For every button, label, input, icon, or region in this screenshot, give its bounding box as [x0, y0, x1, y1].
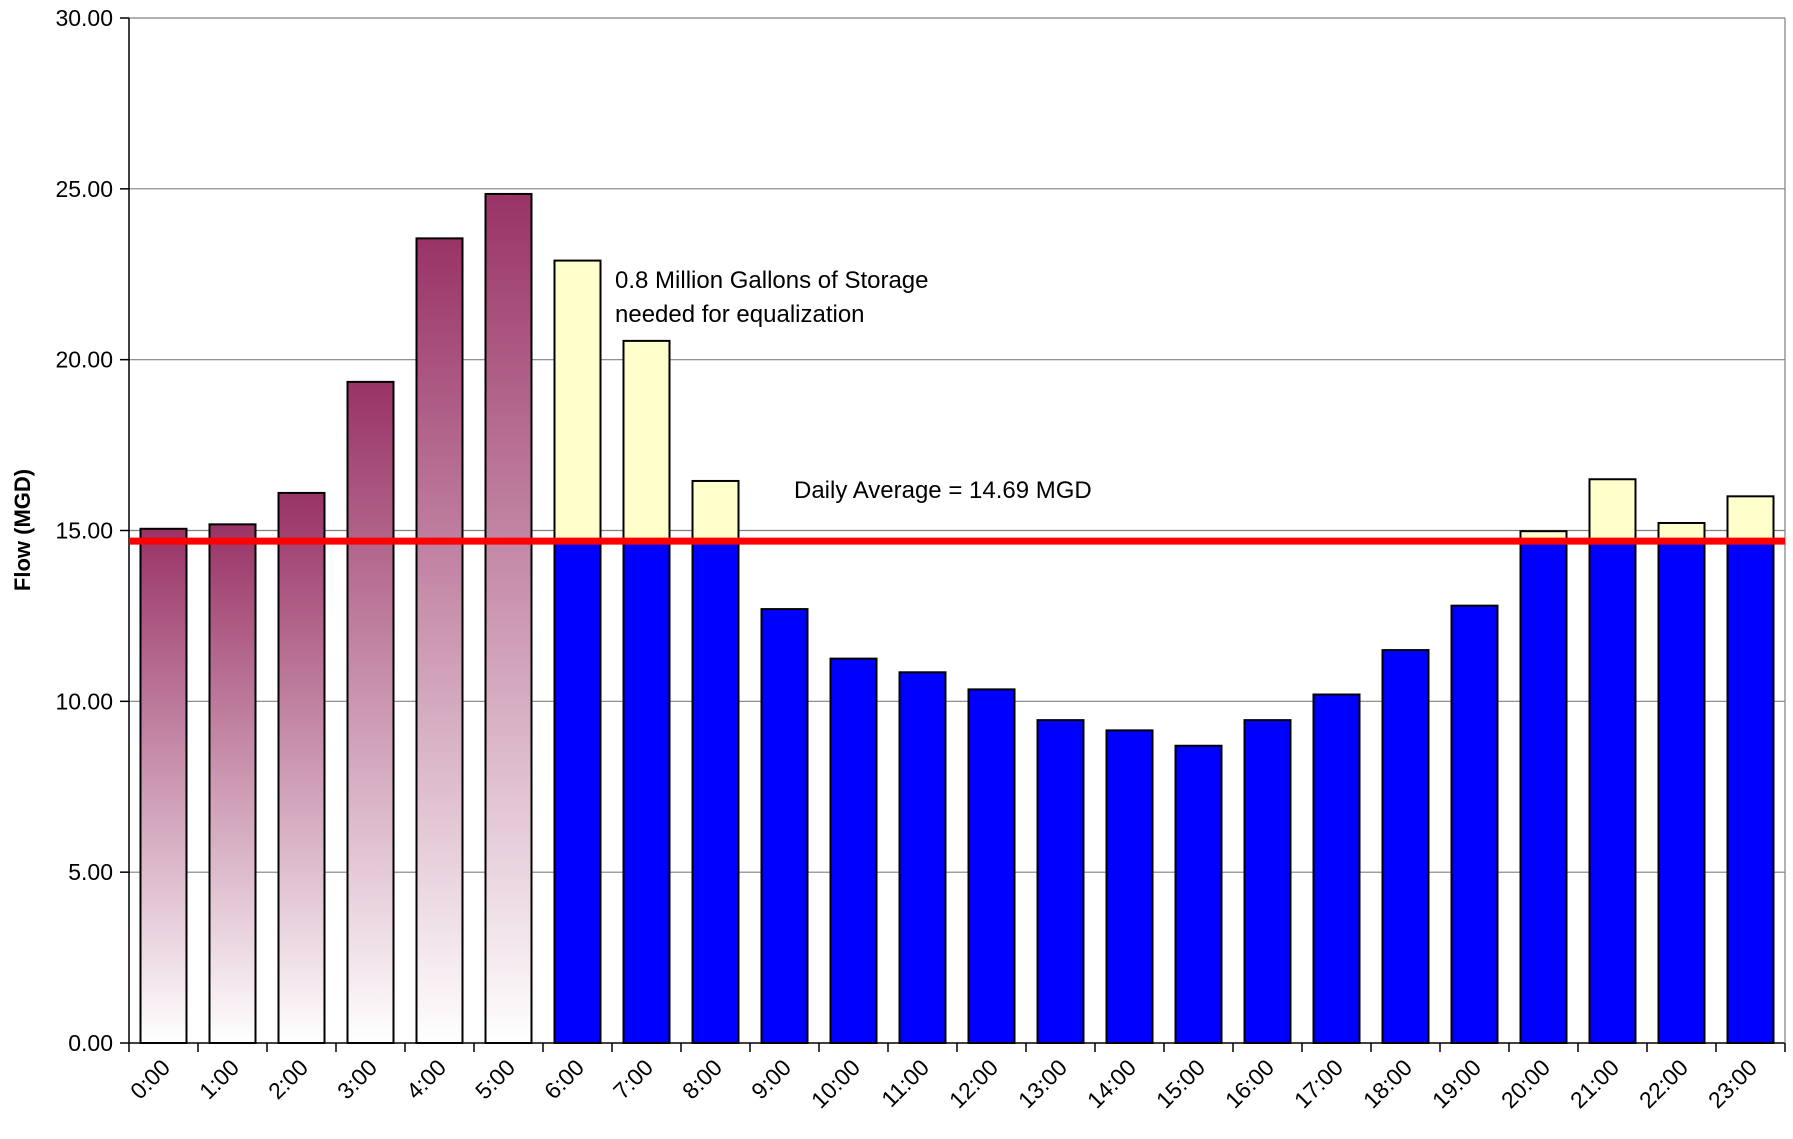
bar-below-average	[1243, 719, 1292, 1044]
bar-below-average-part	[1726, 540, 1775, 1044]
bar-21:00	[1588, 478, 1637, 1044]
x-tick-label: 3:00	[332, 1054, 382, 1104]
x-tick-label: 20:00	[1496, 1054, 1555, 1113]
bar-storage-part	[691, 479, 740, 543]
x-tick-label: 11:00	[876, 1054, 934, 1112]
bar-8:00	[691, 479, 740, 1044]
y-tick-label: 0.00	[68, 1030, 113, 1056]
x-tick-label: 18:00	[1358, 1054, 1417, 1113]
bar-below-average-part	[553, 540, 602, 1044]
x-tick-label: 22:00	[1634, 1054, 1693, 1113]
bar-10:00	[829, 657, 878, 1044]
bar-excess	[484, 192, 533, 1045]
x-tick-label: 5:00	[470, 1054, 520, 1104]
bar-excess	[346, 380, 395, 1044]
bar-excess	[277, 491, 326, 1044]
bar-7:00	[622, 339, 671, 1044]
x-tick-label: 4:00	[401, 1054, 451, 1104]
x-tick-label: 23:00	[1703, 1054, 1762, 1113]
bar-2:00	[277, 491, 326, 1044]
bar-storage-part	[1726, 495, 1775, 543]
x-tick-label: 12:00	[944, 1054, 1003, 1113]
bar-20:00	[1519, 530, 1568, 1044]
x-tick-label: 10:00	[806, 1054, 865, 1113]
bar-excess	[415, 237, 464, 1044]
bar-4:00	[415, 237, 464, 1044]
y-tick-label: 25.00	[55, 176, 113, 202]
bar-3:00	[346, 380, 395, 1044]
y-tick-label: 15.00	[55, 518, 113, 544]
x-tick-label: 15:00	[1151, 1054, 1210, 1113]
bar-below-average-part	[691, 540, 740, 1044]
bar-1:00	[208, 523, 257, 1044]
x-tick-label: 0:00	[125, 1054, 175, 1104]
bar-11:00	[898, 671, 947, 1045]
bar-15:00	[1174, 744, 1223, 1044]
bar-storage-part	[622, 339, 671, 543]
bar-below-average	[967, 688, 1016, 1044]
bar-below-average	[1450, 604, 1499, 1045]
bar-19:00	[1450, 604, 1499, 1045]
bar-0:00	[139, 527, 188, 1044]
y-tick-label: 30.00	[55, 5, 113, 31]
bar-6:00	[553, 259, 602, 1044]
bar-below-average	[829, 657, 878, 1044]
y-tick-label: 5.00	[68, 859, 113, 885]
axes	[120, 17, 1786, 1052]
x-tick-label: 21:00	[1565, 1054, 1624, 1113]
bar-below-average-part	[622, 540, 671, 1044]
bar-below-average	[898, 671, 947, 1045]
daily-average-label: Daily Average = 14.69 MGD	[794, 477, 1092, 504]
bar-below-average	[760, 608, 809, 1044]
bar-storage-part	[553, 259, 602, 543]
x-tick-label: 9:00	[746, 1054, 796, 1104]
bar-22:00	[1657, 521, 1706, 1044]
x-tick-label: 2:00	[263, 1054, 313, 1104]
x-tick-label: 19:00	[1427, 1054, 1486, 1113]
y-tick-label: 10.00	[55, 688, 113, 714]
bar-storage-part	[1588, 478, 1637, 543]
bar-below-average-part	[1588, 540, 1637, 1044]
bar-below-average-part	[1657, 540, 1706, 1044]
x-tick-label: 16:00	[1220, 1054, 1279, 1113]
bar-below-average	[1174, 744, 1223, 1044]
x-tick-label: 7:00	[608, 1054, 658, 1104]
bar-17:00	[1312, 693, 1361, 1044]
bar-9:00	[760, 608, 809, 1044]
bar-12:00	[967, 688, 1016, 1044]
bar-excess	[139, 527, 188, 1044]
bar-14:00	[1105, 729, 1154, 1044]
gridlines	[129, 17, 1785, 873]
y-axis-title: Flow (MGD)	[10, 469, 35, 591]
storage-annotation-line-1: 0.8 Million Gallons of Storage	[615, 267, 929, 294]
bar-below-average	[1036, 719, 1085, 1044]
x-tick-label: 13:00	[1013, 1054, 1072, 1113]
bar-23:00	[1726, 495, 1775, 1044]
bar-5:00	[484, 192, 533, 1045]
y-tick-label: 20.00	[55, 347, 113, 373]
x-tick-label: 17:00	[1289, 1054, 1348, 1113]
x-tick-label: 1:00	[194, 1054, 244, 1104]
x-tick-label: 6:00	[539, 1054, 589, 1104]
storage-annotation-line-2: needed for equalization	[615, 301, 865, 328]
bar-18:00	[1381, 649, 1430, 1044]
bar-excess	[208, 523, 257, 1044]
x-tick-label: 8:00	[677, 1054, 727, 1104]
bar-below-average	[1381, 649, 1430, 1044]
bars	[139, 192, 1775, 1045]
bar-below-average	[1312, 693, 1361, 1044]
x-tick-label: 14:00	[1082, 1054, 1141, 1113]
bar-16:00	[1243, 719, 1292, 1044]
bar-13:00	[1036, 719, 1085, 1044]
bar-below-average	[1105, 729, 1154, 1044]
bar-below-average-part	[1519, 540, 1568, 1044]
